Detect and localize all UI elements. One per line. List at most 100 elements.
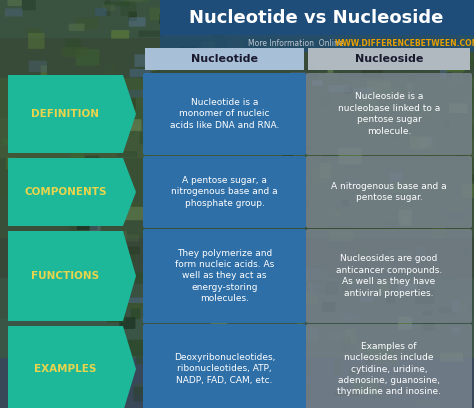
FancyBboxPatch shape xyxy=(398,283,417,293)
FancyBboxPatch shape xyxy=(293,116,303,122)
FancyBboxPatch shape xyxy=(280,122,303,132)
FancyBboxPatch shape xyxy=(135,54,155,67)
FancyBboxPatch shape xyxy=(306,156,472,228)
FancyBboxPatch shape xyxy=(322,302,336,312)
FancyBboxPatch shape xyxy=(251,355,266,365)
FancyBboxPatch shape xyxy=(138,31,165,37)
FancyBboxPatch shape xyxy=(460,8,474,14)
FancyBboxPatch shape xyxy=(293,286,302,296)
FancyBboxPatch shape xyxy=(107,313,126,322)
FancyBboxPatch shape xyxy=(313,271,329,282)
FancyBboxPatch shape xyxy=(466,51,474,67)
FancyBboxPatch shape xyxy=(0,358,474,408)
FancyBboxPatch shape xyxy=(90,224,100,238)
Text: A nitrogenous base and a
pentose sugar.: A nitrogenous base and a pentose sugar. xyxy=(331,182,447,202)
FancyBboxPatch shape xyxy=(279,246,286,262)
FancyBboxPatch shape xyxy=(216,177,242,186)
FancyBboxPatch shape xyxy=(321,98,331,107)
FancyBboxPatch shape xyxy=(114,128,136,135)
FancyBboxPatch shape xyxy=(289,386,313,401)
FancyBboxPatch shape xyxy=(125,98,136,110)
FancyBboxPatch shape xyxy=(279,288,297,297)
FancyBboxPatch shape xyxy=(328,85,350,92)
FancyBboxPatch shape xyxy=(147,303,156,315)
FancyBboxPatch shape xyxy=(344,315,361,320)
FancyBboxPatch shape xyxy=(470,126,474,139)
Text: Nucleotide: Nucleotide xyxy=(191,54,258,64)
FancyBboxPatch shape xyxy=(120,2,136,16)
FancyBboxPatch shape xyxy=(160,0,474,35)
FancyBboxPatch shape xyxy=(239,48,256,58)
FancyBboxPatch shape xyxy=(298,328,319,341)
FancyBboxPatch shape xyxy=(335,211,341,216)
FancyBboxPatch shape xyxy=(269,353,288,369)
FancyBboxPatch shape xyxy=(367,80,391,95)
FancyBboxPatch shape xyxy=(312,80,322,85)
FancyBboxPatch shape xyxy=(462,184,474,198)
FancyBboxPatch shape xyxy=(306,73,472,155)
FancyBboxPatch shape xyxy=(438,21,448,34)
FancyBboxPatch shape xyxy=(128,11,137,21)
FancyBboxPatch shape xyxy=(291,72,307,82)
FancyBboxPatch shape xyxy=(354,379,378,395)
FancyBboxPatch shape xyxy=(391,273,414,287)
FancyBboxPatch shape xyxy=(2,137,27,145)
FancyBboxPatch shape xyxy=(20,330,25,343)
FancyBboxPatch shape xyxy=(416,400,439,407)
FancyBboxPatch shape xyxy=(242,97,262,106)
FancyBboxPatch shape xyxy=(370,266,392,277)
FancyBboxPatch shape xyxy=(328,330,352,341)
FancyBboxPatch shape xyxy=(0,0,474,38)
Text: Nucleoside: Nucleoside xyxy=(355,54,423,64)
FancyBboxPatch shape xyxy=(222,171,230,179)
FancyBboxPatch shape xyxy=(363,304,383,310)
FancyBboxPatch shape xyxy=(111,30,129,39)
FancyBboxPatch shape xyxy=(279,233,293,249)
FancyBboxPatch shape xyxy=(15,371,28,377)
FancyBboxPatch shape xyxy=(278,385,292,397)
FancyBboxPatch shape xyxy=(75,18,98,30)
FancyBboxPatch shape xyxy=(174,202,193,211)
FancyBboxPatch shape xyxy=(207,164,220,173)
FancyBboxPatch shape xyxy=(65,39,81,55)
FancyBboxPatch shape xyxy=(385,129,401,137)
FancyBboxPatch shape xyxy=(432,227,446,238)
FancyBboxPatch shape xyxy=(198,294,211,308)
FancyBboxPatch shape xyxy=(105,0,110,16)
FancyBboxPatch shape xyxy=(384,0,411,1)
FancyBboxPatch shape xyxy=(126,297,146,303)
FancyBboxPatch shape xyxy=(164,101,178,108)
FancyBboxPatch shape xyxy=(264,231,289,236)
FancyBboxPatch shape xyxy=(280,122,290,131)
FancyBboxPatch shape xyxy=(148,181,171,189)
FancyBboxPatch shape xyxy=(104,2,129,6)
FancyBboxPatch shape xyxy=(308,67,317,71)
FancyBboxPatch shape xyxy=(129,17,146,27)
FancyBboxPatch shape xyxy=(22,76,45,90)
FancyBboxPatch shape xyxy=(277,99,292,105)
FancyBboxPatch shape xyxy=(265,5,274,18)
FancyBboxPatch shape xyxy=(283,216,289,222)
FancyBboxPatch shape xyxy=(438,307,452,313)
FancyBboxPatch shape xyxy=(354,62,370,69)
FancyBboxPatch shape xyxy=(245,54,264,67)
FancyBboxPatch shape xyxy=(227,121,232,129)
FancyBboxPatch shape xyxy=(420,260,428,266)
FancyBboxPatch shape xyxy=(36,350,59,366)
FancyBboxPatch shape xyxy=(242,310,261,317)
FancyBboxPatch shape xyxy=(26,270,34,278)
FancyBboxPatch shape xyxy=(312,169,330,183)
FancyBboxPatch shape xyxy=(150,59,156,71)
FancyBboxPatch shape xyxy=(92,207,102,213)
FancyBboxPatch shape xyxy=(152,308,165,314)
FancyBboxPatch shape xyxy=(440,66,447,79)
Text: WWW.DIFFERENCEBETWEEN.COM: WWW.DIFFERENCEBETWEEN.COM xyxy=(335,40,474,49)
FancyBboxPatch shape xyxy=(298,97,306,110)
FancyBboxPatch shape xyxy=(143,229,306,323)
FancyBboxPatch shape xyxy=(43,354,55,370)
Text: Deoxyribonucleotides,
ribonucleotides, ATP,
NADP, FAD, CAM, etc.: Deoxyribonucleotides, ribonucleotides, A… xyxy=(174,353,275,385)
FancyBboxPatch shape xyxy=(223,164,229,179)
FancyBboxPatch shape xyxy=(140,132,152,144)
FancyBboxPatch shape xyxy=(131,108,155,123)
FancyBboxPatch shape xyxy=(346,329,356,345)
